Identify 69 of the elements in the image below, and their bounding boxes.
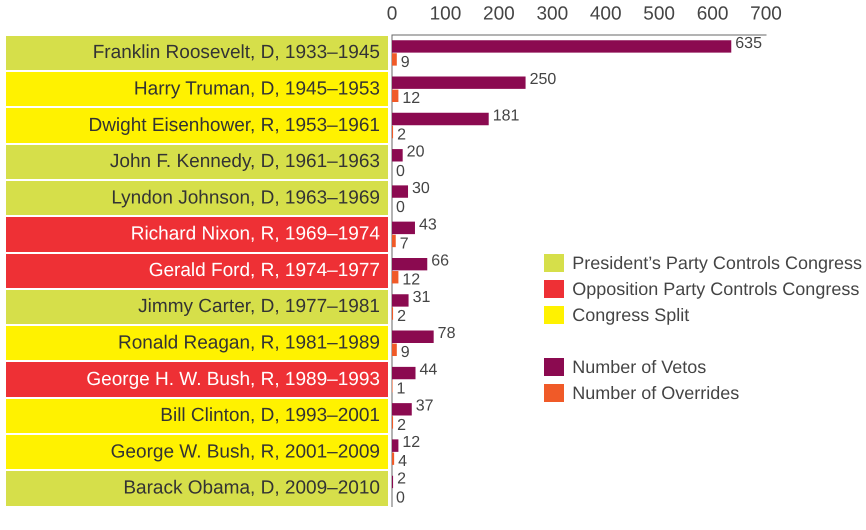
y-tick-label: Harry Truman, D, 1945–1953 xyxy=(134,78,380,100)
y-tick-label: Barack Obama, D, 2009–2010 xyxy=(123,478,380,499)
data-label: 181 xyxy=(492,107,520,124)
y-tick-label: George H. W. Bush, R, 1989–1993 xyxy=(86,368,380,390)
data-label: 2 xyxy=(397,416,406,434)
x-tick-label: 200 xyxy=(483,4,515,25)
bar xyxy=(392,258,428,270)
bar xyxy=(392,149,403,162)
y-tick-label: Dwight Eisenhower, R, 1953–1961 xyxy=(88,114,380,136)
bar xyxy=(392,234,396,248)
data-label: 2 xyxy=(397,126,406,144)
bar xyxy=(392,222,415,234)
data-label: 44 xyxy=(420,361,438,378)
y-tick-label: Jimmy Carter, D, 1977–1981 xyxy=(138,296,380,318)
x-tick-label: 400 xyxy=(590,4,622,25)
y-tick-label: George W. Bush, R, 2001–2009 xyxy=(110,441,380,462)
data-label: 20 xyxy=(406,144,425,161)
bar xyxy=(392,76,526,89)
data-label: 66 xyxy=(431,252,450,270)
data-label: 0 xyxy=(396,199,405,216)
data-label: 4 xyxy=(398,453,408,470)
bar xyxy=(392,185,408,198)
x-tick-label: 600 xyxy=(696,4,728,25)
y-tick-label: Franklin Roosevelt, D, 1933–1945 xyxy=(92,42,380,64)
data-label: 12 xyxy=(402,434,420,452)
data-label: 12 xyxy=(402,272,420,289)
data-label: 37 xyxy=(416,398,434,415)
data-label: 12 xyxy=(402,90,420,108)
bar xyxy=(392,439,398,452)
x-tick-label: 100 xyxy=(430,4,462,25)
annotation: President’s Party Controls Congress xyxy=(572,252,862,274)
bar xyxy=(392,90,398,102)
bar xyxy=(392,344,397,356)
data-label: 9 xyxy=(400,344,410,362)
bar xyxy=(392,330,434,343)
data-label: 0 xyxy=(396,489,405,506)
data-label: 7 xyxy=(400,235,409,252)
y-tick-label: Gerald Ford, R, 1974–1977 xyxy=(148,260,380,281)
x-tick-label: 500 xyxy=(643,4,675,25)
data-label: 78 xyxy=(438,325,456,342)
y-tick-label: John F. Kennedy, D, 1961–1963 xyxy=(110,151,380,172)
annotation: Congress Split xyxy=(572,304,690,326)
y-tick-label: Lyndon Johnson, D, 1963–1969 xyxy=(111,187,380,208)
x-tick-label: 700 xyxy=(750,4,782,25)
x-tick-label: 300 xyxy=(536,4,568,25)
legend-label: Number of Vetos xyxy=(572,356,706,378)
y-tick-label: Richard Nixon, R, 1969–1974 xyxy=(130,224,380,245)
y-tick-label: Ronald Reagan, R, 1981–1989 xyxy=(118,332,380,354)
data-label: 31 xyxy=(412,288,430,306)
bar xyxy=(392,403,412,416)
annotation: Opposition Party Controls Congress xyxy=(572,278,860,300)
legend-label: Number of Overrides xyxy=(572,382,740,404)
data-label: 1 xyxy=(396,380,406,398)
bar xyxy=(392,294,409,307)
data-label: 2 xyxy=(397,308,406,325)
x-tick-label: 0 xyxy=(386,4,398,25)
data-label: 635 xyxy=(735,34,762,52)
bar xyxy=(392,112,489,126)
bar xyxy=(392,40,732,53)
data-label: 0 xyxy=(396,162,405,180)
bar xyxy=(392,271,398,284)
data-label: 2 xyxy=(397,470,406,488)
data-label: 30 xyxy=(412,180,430,197)
bar xyxy=(392,53,397,66)
data-label: 250 xyxy=(530,71,556,88)
y-tick-label: Bill Clinton, D, 1993–2001 xyxy=(160,405,380,426)
data-label: 9 xyxy=(400,54,410,71)
bar xyxy=(392,366,416,380)
data-label: 43 xyxy=(418,216,437,234)
